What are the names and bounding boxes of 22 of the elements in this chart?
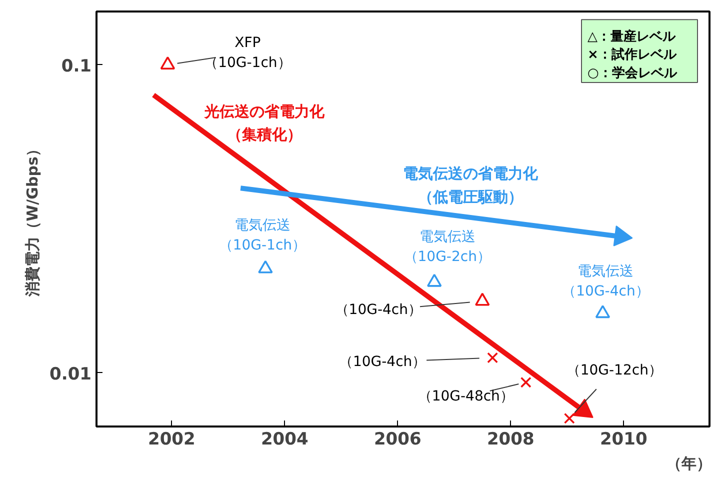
x-tick-label: 2006 [374, 430, 422, 450]
annotation: ○：学会レベル [588, 66, 678, 81]
series-label: 光伝送の省電力化（集積化） [204, 102, 326, 144]
series-label: 電気伝送の省電力化（低電圧駆動） [403, 164, 540, 206]
x-tick-label: 2002 [148, 430, 196, 450]
y-axis-title: 消費電力（W/Gbps） [24, 142, 42, 298]
data-label: （10G-48ch） [418, 388, 514, 404]
data-label: （10G-4ch） [338, 354, 426, 370]
y-tick-label: 0.1 [61, 56, 92, 76]
x-tick-label: 2010 [600, 430, 648, 450]
data-label: （10G-4ch） [334, 302, 422, 318]
y-tick-label: 0.01 [50, 364, 92, 384]
x-tick-label: 2004 [260, 430, 308, 450]
data-label: 電気伝送（10G-1ch） [218, 218, 306, 254]
data-label: 電気伝送（10G-4ch） [562, 263, 650, 300]
x-tick-label: 2008 [486, 430, 534, 450]
annotation: ×：試作レベル [588, 46, 678, 63]
data-label: 電気伝送（10G-2ch） [404, 229, 491, 266]
x-axis-title: （年） [666, 454, 712, 472]
data-label: （10G-12ch） [566, 362, 662, 378]
data-label: XFP（10G-1ch） [204, 34, 292, 71]
annotation: △：量産レベル [588, 28, 676, 44]
